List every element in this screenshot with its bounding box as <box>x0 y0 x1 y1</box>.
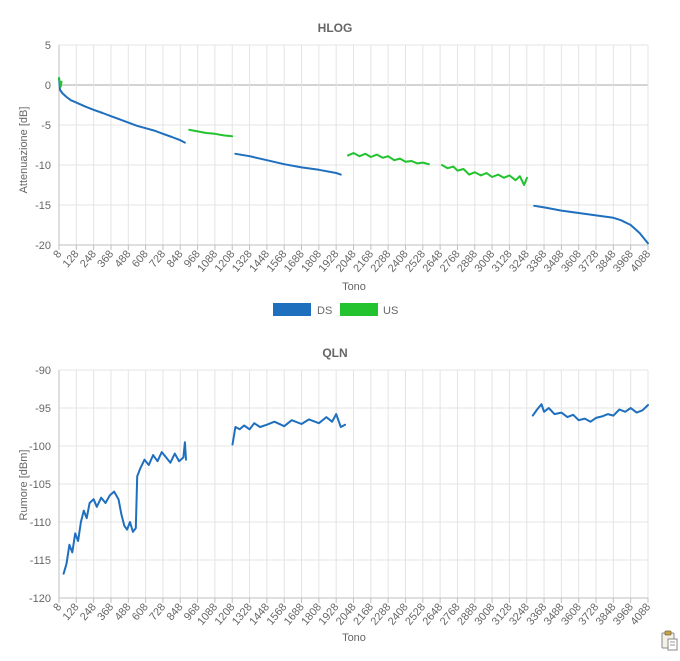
hlog-x-tick-labels: 8128248368488608728848968108812081328144… <box>51 248 653 274</box>
qln-x-axis-label: Tono <box>342 632 366 644</box>
qln-y-tick-labels: -90 -95 -100 -105 -110 -115 -120 <box>29 365 51 605</box>
x-tick-label: 128 <box>61 248 82 270</box>
us-line-segment <box>188 128 234 138</box>
x-tick-label: 848 <box>165 601 186 623</box>
y-tick-label: -100 <box>29 441 51 453</box>
series-line-segment <box>231 413 347 446</box>
us-line-segment <box>58 76 63 88</box>
y-tick-label: -120 <box>29 593 51 605</box>
y-tick-label: -15 <box>35 200 51 212</box>
x-tick-label: 4088 <box>628 248 653 274</box>
y-tick-label: -115 <box>30 555 51 567</box>
x-tick-label: 728 <box>147 601 168 623</box>
y-tick-label: -5 <box>41 120 51 132</box>
qln-title: QLN <box>322 346 347 360</box>
y-tick-label: -90 <box>35 365 51 377</box>
x-tick-label: 4088 <box>628 601 653 627</box>
us-line-segment <box>440 164 528 186</box>
y-tick-label: -10 <box>35 160 51 172</box>
clipboard-icon[interactable] <box>660 630 678 652</box>
x-tick-label: 488 <box>113 601 134 623</box>
legend-label-us: US <box>383 305 398 317</box>
y-tick-label: -105 <box>29 479 51 491</box>
qln-y-axis-label: Rumore [dBm] <box>18 450 30 521</box>
ds-line-segment <box>58 77 186 144</box>
x-tick-label: 608 <box>130 248 151 270</box>
ds-line-segment <box>234 152 342 176</box>
x-tick-label: 128 <box>61 601 82 623</box>
x-tick-label: 248 <box>78 248 99 270</box>
x-tick-label: 248 <box>78 601 99 623</box>
hlog-grid <box>58 44 649 250</box>
qln-x-tick-labels: 8128248368488608728848968108812081328144… <box>51 601 653 627</box>
hlog-x-axis-label: Tono <box>342 281 366 293</box>
x-tick-label: 728 <box>147 248 168 270</box>
y-tick-label: 0 <box>45 80 51 92</box>
qln-series <box>62 403 649 575</box>
x-tick-label: 608 <box>130 601 151 623</box>
x-tick-label: 488 <box>113 248 134 270</box>
qln-chart: QLN -90 -95 -100 -105 -110 -115 -120 812824836… <box>18 346 653 644</box>
y-tick-label: -95 <box>35 403 51 415</box>
series-line-segment <box>62 441 187 575</box>
hlog-series <box>58 76 649 245</box>
legend-swatch-ds <box>273 303 311 316</box>
legend-label-ds: DS <box>317 305 332 317</box>
hlog-title: HLOG <box>318 21 353 35</box>
us-line-segment <box>347 152 430 166</box>
x-tick-label: 848 <box>165 248 186 270</box>
hlog-legend: DS US <box>273 303 398 317</box>
qln-grid <box>58 369 649 603</box>
ds-line-segment <box>533 204 649 245</box>
y-tick-label: -20 <box>35 240 51 252</box>
hlog-y-axis-label: Attenuazione [dB] <box>18 107 30 194</box>
hlog-chart: HLOG 5 0 -5 -10 -15 -20 812824836848860872884… <box>18 21 653 317</box>
x-tick-label: 368 <box>95 248 116 270</box>
legend-swatch-us <box>340 303 378 316</box>
legend-item-ds[interactable]: DS <box>273 303 332 317</box>
x-tick-label: 368 <box>95 601 116 623</box>
series-line-segment <box>531 403 649 423</box>
y-tick-label: -110 <box>30 517 51 529</box>
hlog-y-tick-labels: 5 0 -5 -10 -15 -20 <box>35 40 51 252</box>
y-tick-label: 5 <box>45 40 51 52</box>
legend-item-us[interactable]: US <box>340 303 398 317</box>
